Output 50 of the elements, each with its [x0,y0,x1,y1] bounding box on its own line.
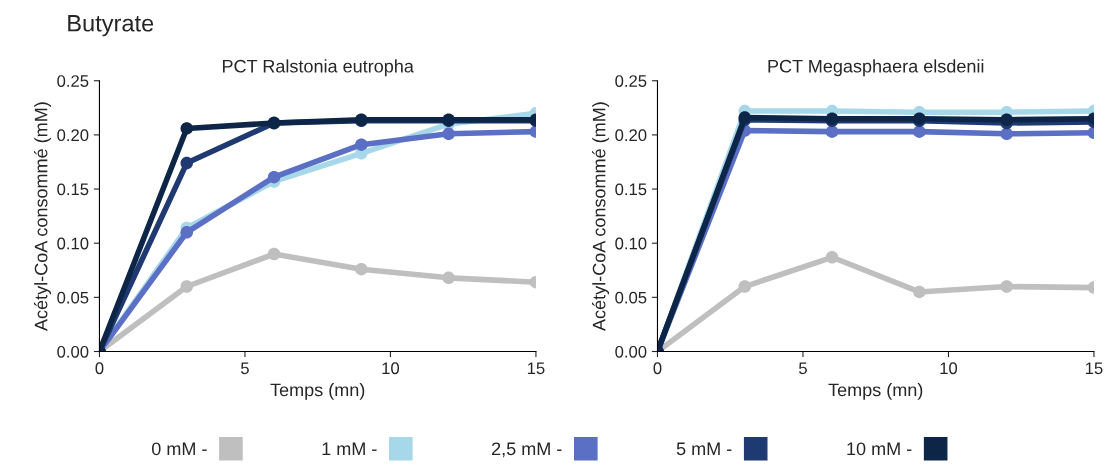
legend-label: 0 mM - [151,442,207,456]
x-axis-title: Temps (mn) [270,383,365,400]
y-tick-label: 0.00 [615,345,647,358]
x-tick-label: 5 [799,362,807,375]
legend-label: 5 mM - [676,442,732,456]
x-tick-label: 15 [1085,362,1103,375]
point [442,127,455,141]
point [355,138,368,151]
y-tick-label: 0.20 [57,129,89,142]
x-tick-label: 10 [940,362,958,375]
point [180,156,193,170]
point [267,170,281,184]
point [1000,280,1013,293]
x-tick-label: 0 [95,362,104,375]
x-axis-title: Temps (mn) [828,383,923,400]
y-tick-label: 0.25 [615,75,647,87]
y-tick-label: 0.05 [57,291,89,304]
point [180,122,193,135]
point [180,280,193,293]
text: Butyrate [68,15,154,37]
legend-label: 10 mM - [847,442,912,456]
point [913,125,926,138]
y-axis-title: Acétyl-CoA consommé (mM) [592,102,610,331]
point [355,262,368,276]
legend-label: 2,5 mM - [492,442,562,458]
point [738,280,752,293]
point [267,247,281,261]
y-tick-label: 0.15 [615,183,647,196]
point [913,285,926,299]
y-tick-label: 0.05 [615,291,647,304]
point [825,251,839,264]
legend-label: 1 mM - [322,442,377,455]
y-tick-label: 0.10 [57,237,89,250]
point [1000,113,1013,126]
chart-title: PCT Megasphaera elsdenii [768,59,984,77]
x-tick-label: 10 [382,362,400,375]
point [180,226,193,239]
y-tick-label: 0.00 [57,345,89,358]
y-tick-label: 0.20 [615,129,647,142]
point [442,271,455,285]
y-tick-label: 0.15 [57,183,89,196]
y-axis-title: Acétyl-CoA consommé (mM) [34,102,52,331]
point [825,125,839,138]
x-tick-label: 5 [240,362,249,375]
x-tick-label: 15 [527,362,545,375]
y-tick-label: 0.10 [615,237,647,250]
point [1000,127,1013,141]
chart-title: PCT Ralstonia eutropha [222,59,414,77]
y-tick-label: 0.25 [57,75,89,87]
x-tick-label: 0 [653,362,662,375]
